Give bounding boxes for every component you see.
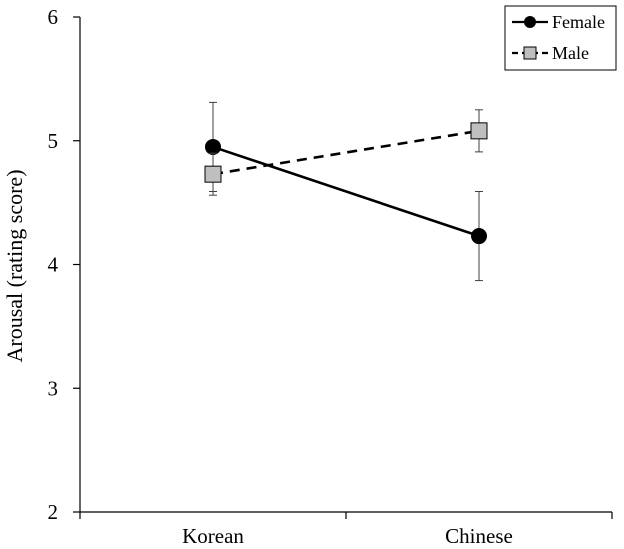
x-ticks: Korean Chinese xyxy=(79,512,613,548)
legend-male-marker xyxy=(523,46,537,60)
legend-female-label: Female xyxy=(552,12,605,32)
male-point xyxy=(204,165,222,183)
male-point xyxy=(470,122,488,140)
y-tick-label: 3 xyxy=(48,376,59,400)
legend-female-marker xyxy=(524,16,536,28)
legend: Female Male xyxy=(504,5,617,71)
series-male xyxy=(204,109,488,196)
y-tick-label: 5 xyxy=(48,129,59,153)
female-line xyxy=(212,145,480,238)
series-layer xyxy=(204,101,488,282)
y-tick-label: 2 xyxy=(48,500,59,524)
female-point xyxy=(471,228,487,245)
x-tick-label: Chinese xyxy=(445,524,513,548)
male-line xyxy=(212,129,480,176)
legend-male-label: Male xyxy=(552,43,589,63)
x-tick-label: Korean xyxy=(182,524,244,548)
legend-item-male: Male xyxy=(512,43,589,63)
y-axis-title: Arousal (rating score) xyxy=(2,169,27,362)
y-tick-label: 6 xyxy=(48,5,59,29)
female-point xyxy=(205,138,221,155)
series-female xyxy=(205,101,487,282)
y-ticks: 2 3 4 5 6 xyxy=(48,5,80,524)
legend-item-female: Female xyxy=(512,12,605,32)
y-tick-label: 4 xyxy=(48,253,59,277)
